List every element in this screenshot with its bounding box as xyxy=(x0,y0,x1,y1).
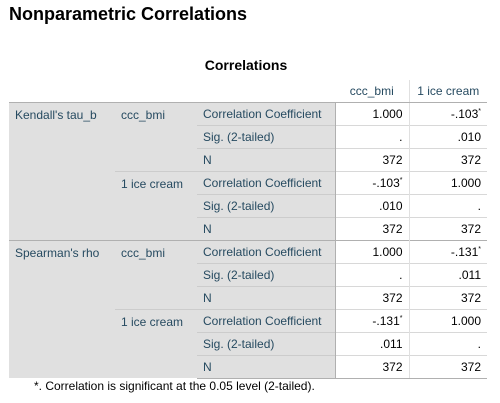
value-cell: . xyxy=(408,193,487,217)
page-heading: Nonparametric Correlations xyxy=(9,4,248,24)
statistic-label: Correlation Coefficient xyxy=(197,101,336,125)
value-text: .011 xyxy=(380,336,403,351)
value-cell: -.131* xyxy=(335,308,409,332)
value-text: . xyxy=(477,336,481,351)
significance-marker: * xyxy=(399,314,403,322)
correlations-table: ccc_bmi 1 ice cream Kendall's tau_b ccc_b… xyxy=(9,80,487,379)
table-title: Correlations xyxy=(204,57,288,73)
value-cell: 1.000 xyxy=(335,239,409,263)
value-cell: 372 xyxy=(335,216,409,240)
value-cell: . xyxy=(335,124,409,148)
value-text: .011 xyxy=(458,267,481,282)
value-text: -.103 xyxy=(372,175,400,190)
statistic-label: Correlation Coefficient xyxy=(197,170,336,194)
value-cell: -.131* xyxy=(408,239,487,263)
table-row: N 372 372 xyxy=(9,285,487,309)
value-cell: -.103* xyxy=(408,101,487,125)
table-row: Sig. (2-tailed). .011 xyxy=(9,262,487,286)
value-cell: . xyxy=(408,331,487,355)
header-corner xyxy=(9,80,335,102)
value-text: 372 xyxy=(460,221,481,236)
value-cell: 372 xyxy=(408,216,487,240)
value-cell: 372 xyxy=(335,285,409,309)
value-cell: 1.000 xyxy=(335,101,409,125)
value-text: 372 xyxy=(460,359,481,374)
value-text: . xyxy=(399,129,403,144)
value-cell: .011 xyxy=(335,331,409,355)
column-header: ccc_bmi xyxy=(335,80,409,103)
statistic-label: N xyxy=(197,216,336,240)
statistic-label: Sig. (2-tailed) xyxy=(197,124,336,148)
table-row: Spearman's rho ccc_bmi Correlation Coeffic… xyxy=(9,239,487,378)
value-text: 372 xyxy=(460,152,481,167)
value-cell: 372 xyxy=(408,285,487,309)
group-label: Spearman's rho xyxy=(9,239,115,378)
statistic-label: N xyxy=(197,147,336,171)
table-row: N 372 372 xyxy=(9,216,487,240)
header-row: ccc_bmi 1 ice cream xyxy=(9,80,487,103)
statistic-label: Correlation Coefficient xyxy=(197,308,336,332)
footnote: *. Correlation is significant at the 0.0… xyxy=(34,379,315,393)
table-row: 1 ice cream Correlation Coefficient -.131*… xyxy=(9,308,487,378)
value-text: 372 xyxy=(382,290,403,305)
significance-marker: * xyxy=(478,107,481,115)
significance-marker: * xyxy=(478,245,481,253)
table-row: Kendall's tau_b ccc_bmi Correlation Coeffi… xyxy=(9,101,487,240)
table-row: 1 ice cream Correlation Coefficient -.103*… xyxy=(9,170,487,240)
value-text: -.131 xyxy=(450,244,479,259)
table-row: Sig. (2-tailed) .011. xyxy=(9,331,487,355)
value-text: 372 xyxy=(382,152,403,167)
value-cell: .011 xyxy=(408,262,487,286)
variable-label: ccc_bmi xyxy=(115,239,197,309)
value-cell: .010 xyxy=(335,193,409,217)
statistic-label: N xyxy=(197,285,336,309)
value-text: 1.000 xyxy=(450,313,481,328)
table-row: Sig. (2-tailed). .010 xyxy=(9,124,487,148)
value-text: . xyxy=(399,267,403,282)
value-cell: 1.000 xyxy=(408,170,487,194)
value-cell: 372 xyxy=(408,354,487,379)
value-cell: 372 xyxy=(335,147,409,171)
statistic-label: N xyxy=(197,354,336,379)
table-row: N 372 372 xyxy=(9,354,487,379)
value-text: .010 xyxy=(379,198,403,213)
statistic-label: Sig. (2-tailed) xyxy=(197,331,336,355)
statistic-label: Sig. (2-tailed) xyxy=(197,262,336,286)
value-cell: -.103* xyxy=(335,170,409,194)
value-text: 372 xyxy=(382,359,403,374)
value-text: .010 xyxy=(457,129,481,144)
value-text: 1.000 xyxy=(372,244,403,259)
variable-label: ccc_bmi xyxy=(115,101,197,171)
variable-label: 1 ice cream xyxy=(115,308,197,378)
value-cell: 1.000 xyxy=(408,308,487,332)
value-cell: 372 xyxy=(335,354,409,379)
statistic-label: Sig. (2-tailed) xyxy=(197,193,336,217)
table-row: Sig. (2-tailed) .010. xyxy=(9,193,487,217)
group-label: Kendall's tau_b xyxy=(9,101,115,240)
value-cell: 372 xyxy=(408,147,487,171)
value-cell: . xyxy=(335,262,409,286)
value-text: 372 xyxy=(460,290,481,305)
value-cell: .010 xyxy=(408,124,487,148)
value-text: 1.000 xyxy=(450,175,481,190)
value-text: 372 xyxy=(382,221,403,236)
table-row: N 372 372 xyxy=(9,147,487,171)
variable-label: 1 ice cream xyxy=(115,170,197,240)
value-text: . xyxy=(477,198,481,213)
value-text: 1.000 xyxy=(372,106,403,121)
column-header: 1 ice cream xyxy=(408,80,487,103)
value-text: -.103 xyxy=(450,106,479,121)
value-text: -.131 xyxy=(372,313,400,328)
statistic-label: Correlation Coefficient xyxy=(197,239,336,263)
significance-marker: * xyxy=(399,176,403,184)
